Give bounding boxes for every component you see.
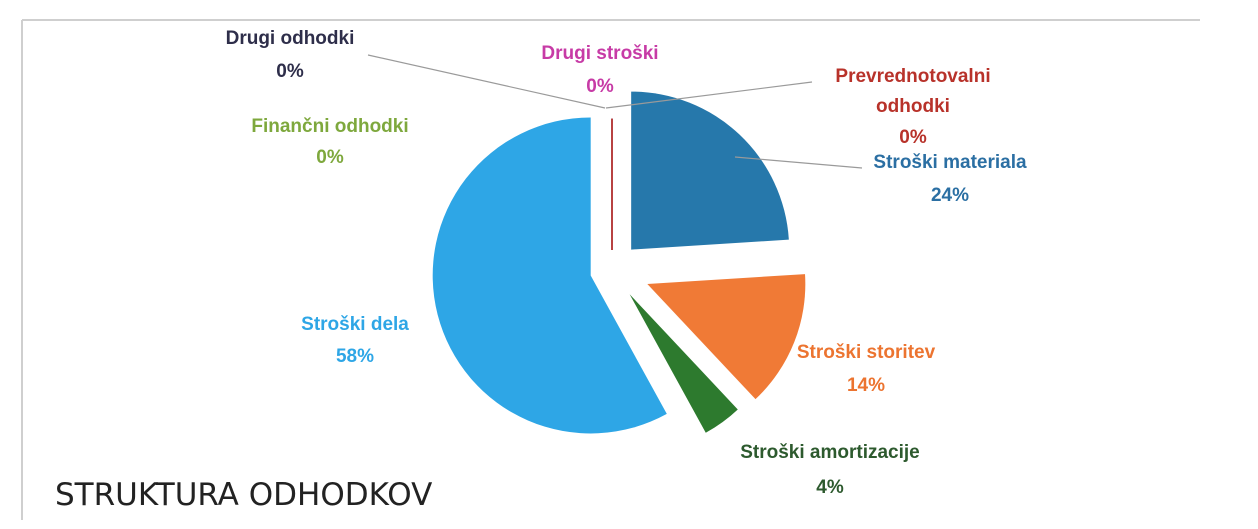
slice-stroski-dela <box>432 117 667 434</box>
label-financni-pct: 0% <box>316 147 344 168</box>
slice-stroski-materiala <box>631 91 789 250</box>
leader-drugi-odhodki <box>367 54 606 109</box>
label-financni: Finančni odhodki 0% <box>251 116 408 168</box>
label-prevrednotovalni: Prevrednotovalni odhodki 0% <box>835 66 990 148</box>
label-financni-name: Finančni odhodki <box>251 116 408 137</box>
slice-stroski-amortizacije <box>629 294 738 433</box>
slice-stroski-storitev <box>647 274 806 400</box>
label-dela: Stroški dela 58% <box>301 314 409 367</box>
label-prevred-line1: Prevrednotovalni <box>835 66 990 87</box>
label-prevred-line2: odhodki <box>876 96 950 117</box>
label-drugi-odhodki-pct: 0% <box>276 61 304 82</box>
label-materiala-name: Stroški materiala <box>873 152 1027 173</box>
label-dela-name: Stroški dela <box>301 314 409 335</box>
label-amortizacije-name: Stroški amortizacije <box>740 442 920 463</box>
label-drugi-stroski-pct: 0% <box>586 76 614 97</box>
label-drugi-stroski-name: Drugi stroški <box>541 43 658 64</box>
label-amortizacije-pct: 4% <box>816 477 844 498</box>
label-storitev-pct: 14% <box>847 375 885 396</box>
leader-prevrednotovalni <box>605 81 813 109</box>
leader-materiala <box>734 156 863 169</box>
label-prevred-pct: 0% <box>899 127 927 148</box>
label-materiala: Stroški materiala 24% <box>873 152 1027 206</box>
label-materiala-pct: 24% <box>931 185 969 206</box>
label-amortizacije: Stroški amortizacije 4% <box>740 442 920 498</box>
label-storitev-name: Stroški storitev <box>797 342 936 363</box>
label-drugi-stroski: Drugi stroški 0% <box>541 43 658 97</box>
pie-slices <box>432 91 806 434</box>
label-drugi-odhodki-name: Drugi odhodki <box>226 28 355 49</box>
chart-title: STRUKTURA ODHODKOV <box>55 477 432 513</box>
label-drugi-odhodki: Drugi odhodki 0% <box>226 28 355 82</box>
label-dela-pct: 58% <box>336 346 374 367</box>
label-storitev: Stroški storitev 14% <box>797 342 936 396</box>
